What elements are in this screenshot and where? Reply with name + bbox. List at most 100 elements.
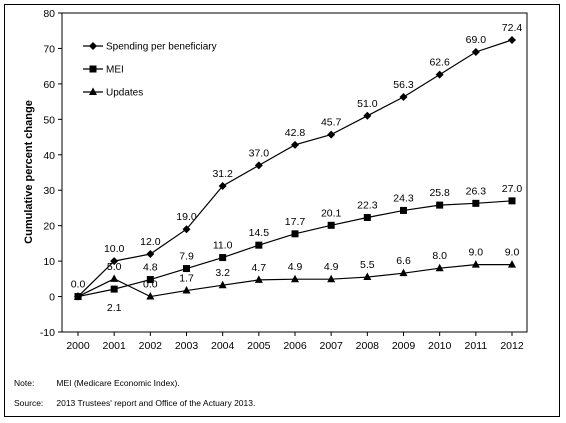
data-point (291, 230, 299, 238)
data-point (327, 130, 336, 139)
x-tick-label: 2011 (465, 340, 488, 352)
x-tick-label: 2009 (392, 340, 416, 352)
x-tick-label: 2002 (139, 340, 163, 352)
y-tick-label: 40 (43, 150, 55, 162)
data-point (255, 241, 263, 249)
data-label: 69.0 (466, 34, 487, 46)
axes: -10 0 10 20 30 40 50 60 70 80 2000 2001 2002 2003 2004… (40, 8, 528, 352)
data-point (363, 111, 372, 120)
data-point (291, 274, 299, 283)
data-point (182, 225, 191, 234)
legend-marker (89, 65, 97, 73)
data-point (363, 214, 371, 222)
data-point (146, 276, 154, 284)
data-label: 12.0 (140, 236, 161, 248)
data-label: 1.7 (179, 273, 194, 285)
data-label: 0.0 (71, 279, 86, 291)
data-label: 42.8 (285, 127, 306, 139)
data-point (219, 254, 227, 262)
data-point (291, 140, 299, 149)
data-point (182, 286, 191, 294)
data-label: 72.4 (502, 22, 523, 34)
data-label: 37.0 (249, 147, 270, 159)
data-point (146, 250, 155, 259)
y-tick-label: 70 (43, 43, 55, 55)
note-key: Note: (14, 378, 35, 388)
x-tick-label: 2000 (66, 340, 90, 352)
y-tick-label: 80 (43, 8, 55, 20)
data-point (183, 265, 190, 273)
x-tick-label: 2010 (428, 340, 452, 352)
data-label: 8.0 (432, 250, 447, 262)
data-point (435, 263, 444, 272)
x-tick-label: 2003 (175, 340, 199, 352)
legend-label: Spending per beneficiary (106, 42, 217, 53)
y-tick-label: 30 (43, 185, 55, 197)
x-tick-label: 2007 (319, 340, 343, 352)
data-label: 4.8 (143, 262, 158, 274)
data-point (436, 201, 444, 209)
data-label: 3.2 (215, 267, 230, 279)
data-label: 62.6 (429, 57, 450, 69)
data-label: 56.3 (393, 79, 414, 91)
note-text: MEI (Medicare Economic Index). (56, 378, 180, 388)
data-label: 4.9 (324, 261, 339, 273)
data-label: 4.9 (288, 261, 303, 273)
data-label: 26.3 (466, 185, 487, 197)
data-label: 11.0 (213, 240, 233, 252)
data-point (399, 93, 408, 102)
data-point (218, 280, 227, 289)
data-point (508, 197, 516, 205)
data-label: 17.7 (285, 216, 306, 228)
y-tick-label: 10 (43, 256, 55, 268)
data-point (472, 199, 480, 207)
source-row: Source: 2013 Trustees' report and Office… (14, 398, 255, 408)
legend-label: Updates (106, 88, 143, 99)
data-point (254, 161, 263, 170)
x-tick-label: 2012 (500, 340, 524, 352)
data-point (508, 35, 516, 44)
x-tick-label: 2005 (247, 340, 271, 352)
data-point (327, 274, 336, 283)
y-tick-label: 0 (49, 292, 55, 304)
chart-frame (4, 4, 560, 417)
data-label: 4.7 (252, 262, 267, 274)
data-point (218, 181, 227, 190)
data-label: 14.5 (249, 227, 270, 239)
data-label: 0.0 (143, 279, 158, 291)
data-point (146, 292, 155, 300)
x-tick-label: 2008 (356, 340, 380, 352)
data-label: 20.1 (321, 207, 342, 219)
data-label: 22.3 (357, 200, 378, 212)
y-axis-label: Cumulative percent change (23, 100, 35, 244)
data-label: 5.5 (360, 259, 375, 271)
data-point (110, 257, 119, 266)
data-label: 45.7 (321, 117, 342, 129)
legend-label: MEI (106, 65, 124, 76)
data-label: 19.0 (176, 211, 197, 223)
note-row: Note: MEI (Medicare Economic Index). (14, 378, 180, 388)
x-tick-label: 2004 (211, 340, 235, 352)
data-label: 10.0 (104, 243, 125, 255)
x-tick-label: 2006 (283, 340, 307, 352)
data-point (110, 274, 119, 282)
y-tick-label: -10 (40, 327, 55, 339)
legend: Spending per beneficiary MEI Updates (83, 42, 217, 99)
data-label: 9.0 (469, 247, 484, 259)
data-label: 27.0 (502, 183, 523, 195)
data-point (471, 47, 480, 56)
x-tick-label: 2001 (102, 340, 126, 352)
data-label: 5.0 (107, 261, 122, 273)
point-labels: 0.0 10.0 12.0 19.0 31.2 37.0 42.8 45.7 51.0 56.3 6… (71, 22, 523, 314)
data-point (74, 292, 82, 300)
data-label: 31.2 (212, 168, 233, 180)
series-lines (74, 35, 516, 301)
y-tick-label: 20 (43, 221, 55, 233)
data-label: 9.0 (505, 247, 520, 259)
y-tick-label: 50 (43, 114, 55, 126)
data-point (471, 260, 480, 268)
data-label: 25.8 (429, 187, 450, 199)
data-point (399, 268, 408, 277)
data-label: 51.0 (357, 98, 378, 110)
